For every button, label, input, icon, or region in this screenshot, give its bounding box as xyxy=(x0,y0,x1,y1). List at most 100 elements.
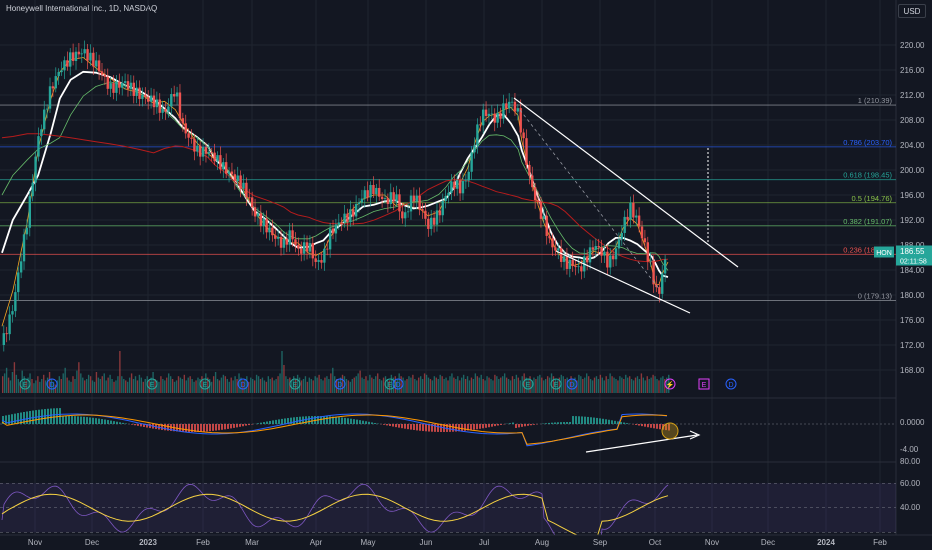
fib-label: 0.5 (194.76) xyxy=(852,194,893,203)
macd-histogram-bar xyxy=(185,424,187,432)
volume-bar xyxy=(449,376,451,393)
macd-histogram-bar xyxy=(284,418,286,424)
volume-bar xyxy=(336,379,338,393)
candle-body xyxy=(305,242,309,252)
candle-body xyxy=(447,192,450,197)
macd-highlight-circle xyxy=(661,422,679,440)
candle-body xyxy=(519,108,522,133)
volume-bar xyxy=(50,379,53,393)
candle-body xyxy=(204,146,208,154)
candle-body xyxy=(490,113,494,115)
volume-bar xyxy=(511,376,514,393)
volume-bar xyxy=(97,377,100,393)
fib-label: 1 (210.39) xyxy=(858,96,893,105)
candle-body xyxy=(74,51,78,62)
macd-histogram-bar xyxy=(329,416,331,424)
volume-bar xyxy=(310,379,312,393)
wedge-upper-line xyxy=(513,97,739,268)
candle-body xyxy=(352,209,355,217)
volume-bar xyxy=(187,377,189,393)
macd-histogram-bar xyxy=(509,423,511,424)
macd-histogram-bar xyxy=(269,420,271,424)
currency-button[interactable]: USD xyxy=(898,4,926,18)
volume-bar xyxy=(173,381,176,393)
volume-bar xyxy=(31,379,33,393)
event-marker-label: D xyxy=(728,382,733,389)
volume-bar xyxy=(257,376,260,393)
macd-histogram-bar xyxy=(383,424,385,425)
volume-bar xyxy=(193,381,195,393)
volume-bar xyxy=(33,383,35,393)
volume-bar xyxy=(474,373,477,393)
event-marker xyxy=(289,378,301,390)
event-marker xyxy=(725,378,737,390)
volume-bar xyxy=(412,374,414,393)
volume-bar xyxy=(541,377,543,393)
volume-bar xyxy=(244,379,246,393)
macd-histogram-bar xyxy=(518,424,520,428)
volume-bar xyxy=(21,370,23,393)
macd-histogram-bar xyxy=(374,423,376,424)
volume-bar xyxy=(406,379,408,393)
event-marker xyxy=(550,378,562,390)
candle-body xyxy=(378,187,381,197)
volume-bar xyxy=(156,380,158,393)
candle-body xyxy=(92,52,95,67)
candle-body xyxy=(548,235,551,239)
macd-histogram-bar xyxy=(467,424,469,431)
candle-body xyxy=(146,97,150,102)
price-tick-label: 176.00 xyxy=(900,316,925,325)
volume-bar xyxy=(162,379,164,393)
volume-bar xyxy=(613,377,615,393)
volume-bar xyxy=(578,374,580,393)
candle-body xyxy=(106,76,109,89)
candle-body xyxy=(661,273,664,294)
volume-bar xyxy=(462,374,465,393)
candle-body xyxy=(161,108,164,113)
volume-bar xyxy=(64,367,66,393)
volume-bar xyxy=(527,379,529,393)
macd-histogram-bar xyxy=(320,416,322,424)
candle-body xyxy=(502,103,505,119)
candle-body xyxy=(626,216,629,220)
candle-body xyxy=(123,81,127,83)
time-tick-label: Dec xyxy=(761,538,775,547)
macd-histogram-bar xyxy=(278,419,280,424)
volume-bar xyxy=(222,374,225,393)
macd-histogram-bar xyxy=(581,416,583,424)
volume-bar xyxy=(13,362,16,393)
volume-bar xyxy=(382,377,385,393)
macd-histogram-bar xyxy=(665,424,667,431)
candle-body xyxy=(245,182,248,198)
volume-bar xyxy=(44,380,47,393)
candle-body xyxy=(48,86,52,109)
volume-bar xyxy=(62,373,64,393)
macd-histogram-bar xyxy=(164,424,166,431)
macd-histogram-bar xyxy=(650,424,652,428)
macd-histogram-bar xyxy=(62,416,64,424)
macd-histogram-bar xyxy=(548,422,550,424)
volume-bar xyxy=(66,377,68,393)
volume-bar xyxy=(361,377,363,393)
volume-bar xyxy=(76,370,78,393)
arrow-head xyxy=(689,430,701,440)
volume-bar xyxy=(519,380,521,393)
volume-bar xyxy=(171,379,174,393)
macd-histogram-bar xyxy=(353,419,355,424)
candle-body xyxy=(135,87,138,96)
macd-histogram-bar xyxy=(482,424,484,429)
volume-bar xyxy=(646,376,648,393)
candle-body xyxy=(34,156,37,183)
volume-bar xyxy=(322,380,324,393)
candle-body xyxy=(190,137,193,139)
candle-body xyxy=(487,113,491,116)
volume-bar xyxy=(619,376,621,393)
candle-body xyxy=(559,248,563,262)
macd-histogram-bar xyxy=(362,420,364,424)
volume-bar xyxy=(205,373,207,393)
candle-body xyxy=(227,171,231,174)
macd-histogram-bar xyxy=(473,424,475,430)
candle-body xyxy=(542,215,546,219)
candle-body xyxy=(184,123,187,134)
